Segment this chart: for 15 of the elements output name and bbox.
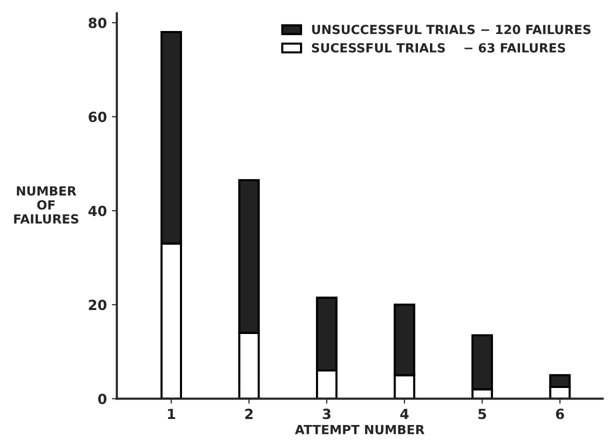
- y-tick-label: 60: [88, 112, 106, 122]
- x-tick-label: 3: [322, 408, 330, 420]
- y-axis-title: NUMBER OF FAILURES: [14, 186, 78, 224]
- y-tick-label: 40: [88, 206, 106, 216]
- x-tick-label: 6: [556, 408, 564, 420]
- y-tick-label: 20: [88, 300, 106, 310]
- legend-label: SUCESSFUL TRIALS − 63 FAILURES: [312, 43, 566, 53]
- y-tick-label: 0: [98, 394, 106, 404]
- legend-label: UNSUCCESSFUL TRIALS − 120 FAILURES: [312, 24, 591, 34]
- x-tick-label: 4: [400, 408, 409, 419]
- y-tick-label: 80: [88, 18, 106, 28]
- x-tick-label: 1: [168, 408, 176, 419]
- x-axis-title: ATTEMPT NUMBER: [294, 425, 424, 434]
- x-tick-label: 5: [478, 408, 486, 420]
- x-tick-label: 2: [245, 408, 253, 419]
